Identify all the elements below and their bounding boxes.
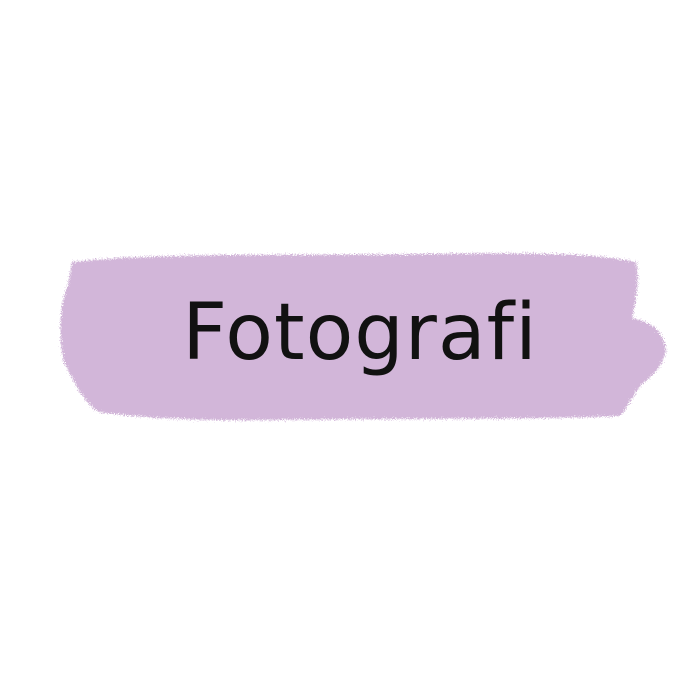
brush-stroke-shape [60, 253, 666, 421]
category-title: Fotografi [182, 288, 538, 378]
